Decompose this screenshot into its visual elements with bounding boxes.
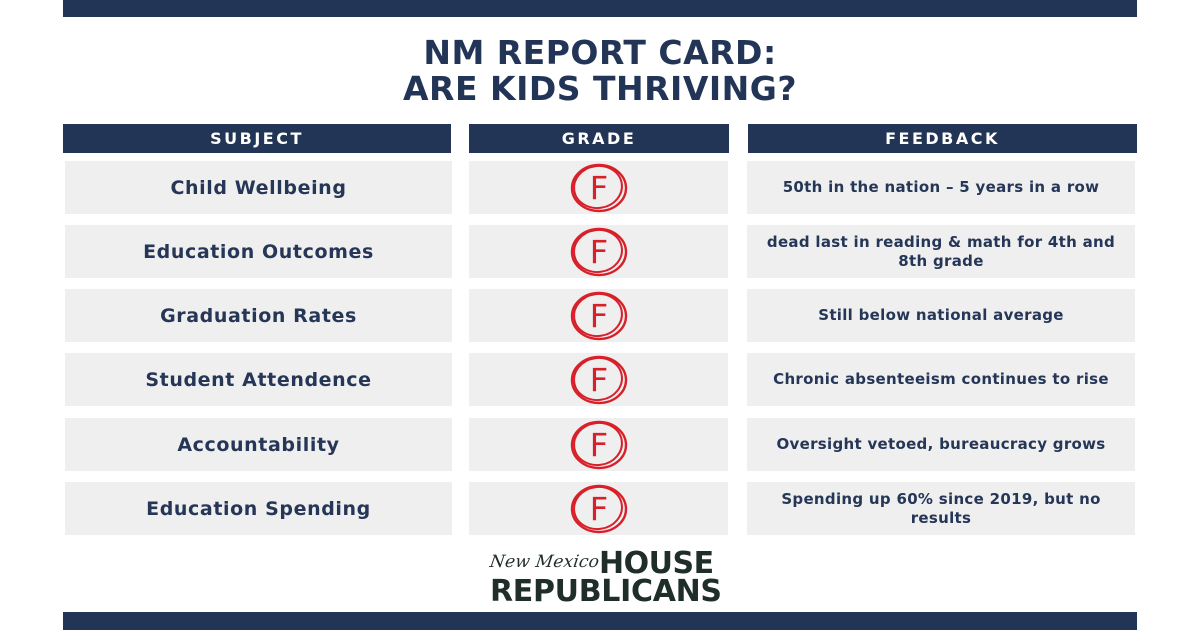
logo-script-text: New Mexico (488, 552, 601, 572)
grade-letter: F (589, 169, 607, 207)
grade-cell: F (469, 161, 728, 214)
subject-cell: Accountability (65, 418, 452, 471)
grade-letter: F (589, 361, 607, 399)
title-line-1: NM REPORT CARD: (423, 33, 777, 72)
column-header-grade: GRADE (469, 124, 729, 153)
feedback-cell: dead last in reading & math for 4th and … (747, 225, 1135, 278)
feedback-cell: Still below national average (747, 289, 1135, 342)
subject-cell: Graduation Rates (65, 289, 452, 342)
grade-letter: F (589, 426, 607, 464)
logo-republicans-text: REPUBLICANS (490, 574, 722, 609)
grade-circle-mark: F (570, 227, 627, 276)
feedback-cell: Spending up 60% since 2019, but no resul… (747, 482, 1135, 535)
grade-cell: F (469, 225, 728, 278)
grade-letter: F (589, 297, 607, 335)
page-title: NM REPORT CARD: ARE KIDS THRIVING? (0, 35, 1200, 107)
grade-cell: F (469, 353, 728, 406)
subject-cell: Education Outcomes (65, 225, 452, 278)
column-header-feedback: FEEDBACK (748, 124, 1137, 153)
grade-letter: F (589, 490, 607, 528)
feedback-cell: Chronic absenteeism continues to rise (747, 353, 1135, 406)
house-republicans-logo: New Mexico HOUSE REPUBLICANS (488, 546, 722, 609)
top-band (63, 0, 1137, 17)
grade-circle-mark: F (570, 355, 627, 404)
subject-cell: Student Attendence (65, 353, 452, 406)
grade-letter: F (589, 233, 607, 271)
grade-circle-mark: F (570, 420, 627, 469)
grade-cell: F (469, 418, 728, 471)
bottom-band (63, 612, 1137, 630)
column-header-subject: SUBJECT (63, 124, 451, 153)
grade-circle-mark: F (570, 291, 627, 340)
title-line-2: ARE KIDS THRIVING? (403, 69, 797, 108)
logo-house-text: HOUSE (599, 546, 714, 581)
subject-cell: Child Wellbeing (65, 161, 452, 214)
subject-cell: Education Spending (65, 482, 452, 535)
feedback-cell: Oversight vetoed, bureaucracy grows (747, 418, 1135, 471)
grade-circle-mark: F (570, 484, 627, 533)
grade-circle-mark: F (570, 163, 627, 212)
grade-cell: F (469, 289, 728, 342)
grade-cell: F (469, 482, 728, 535)
feedback-cell: 50th in the nation – 5 years in a row (747, 161, 1135, 214)
